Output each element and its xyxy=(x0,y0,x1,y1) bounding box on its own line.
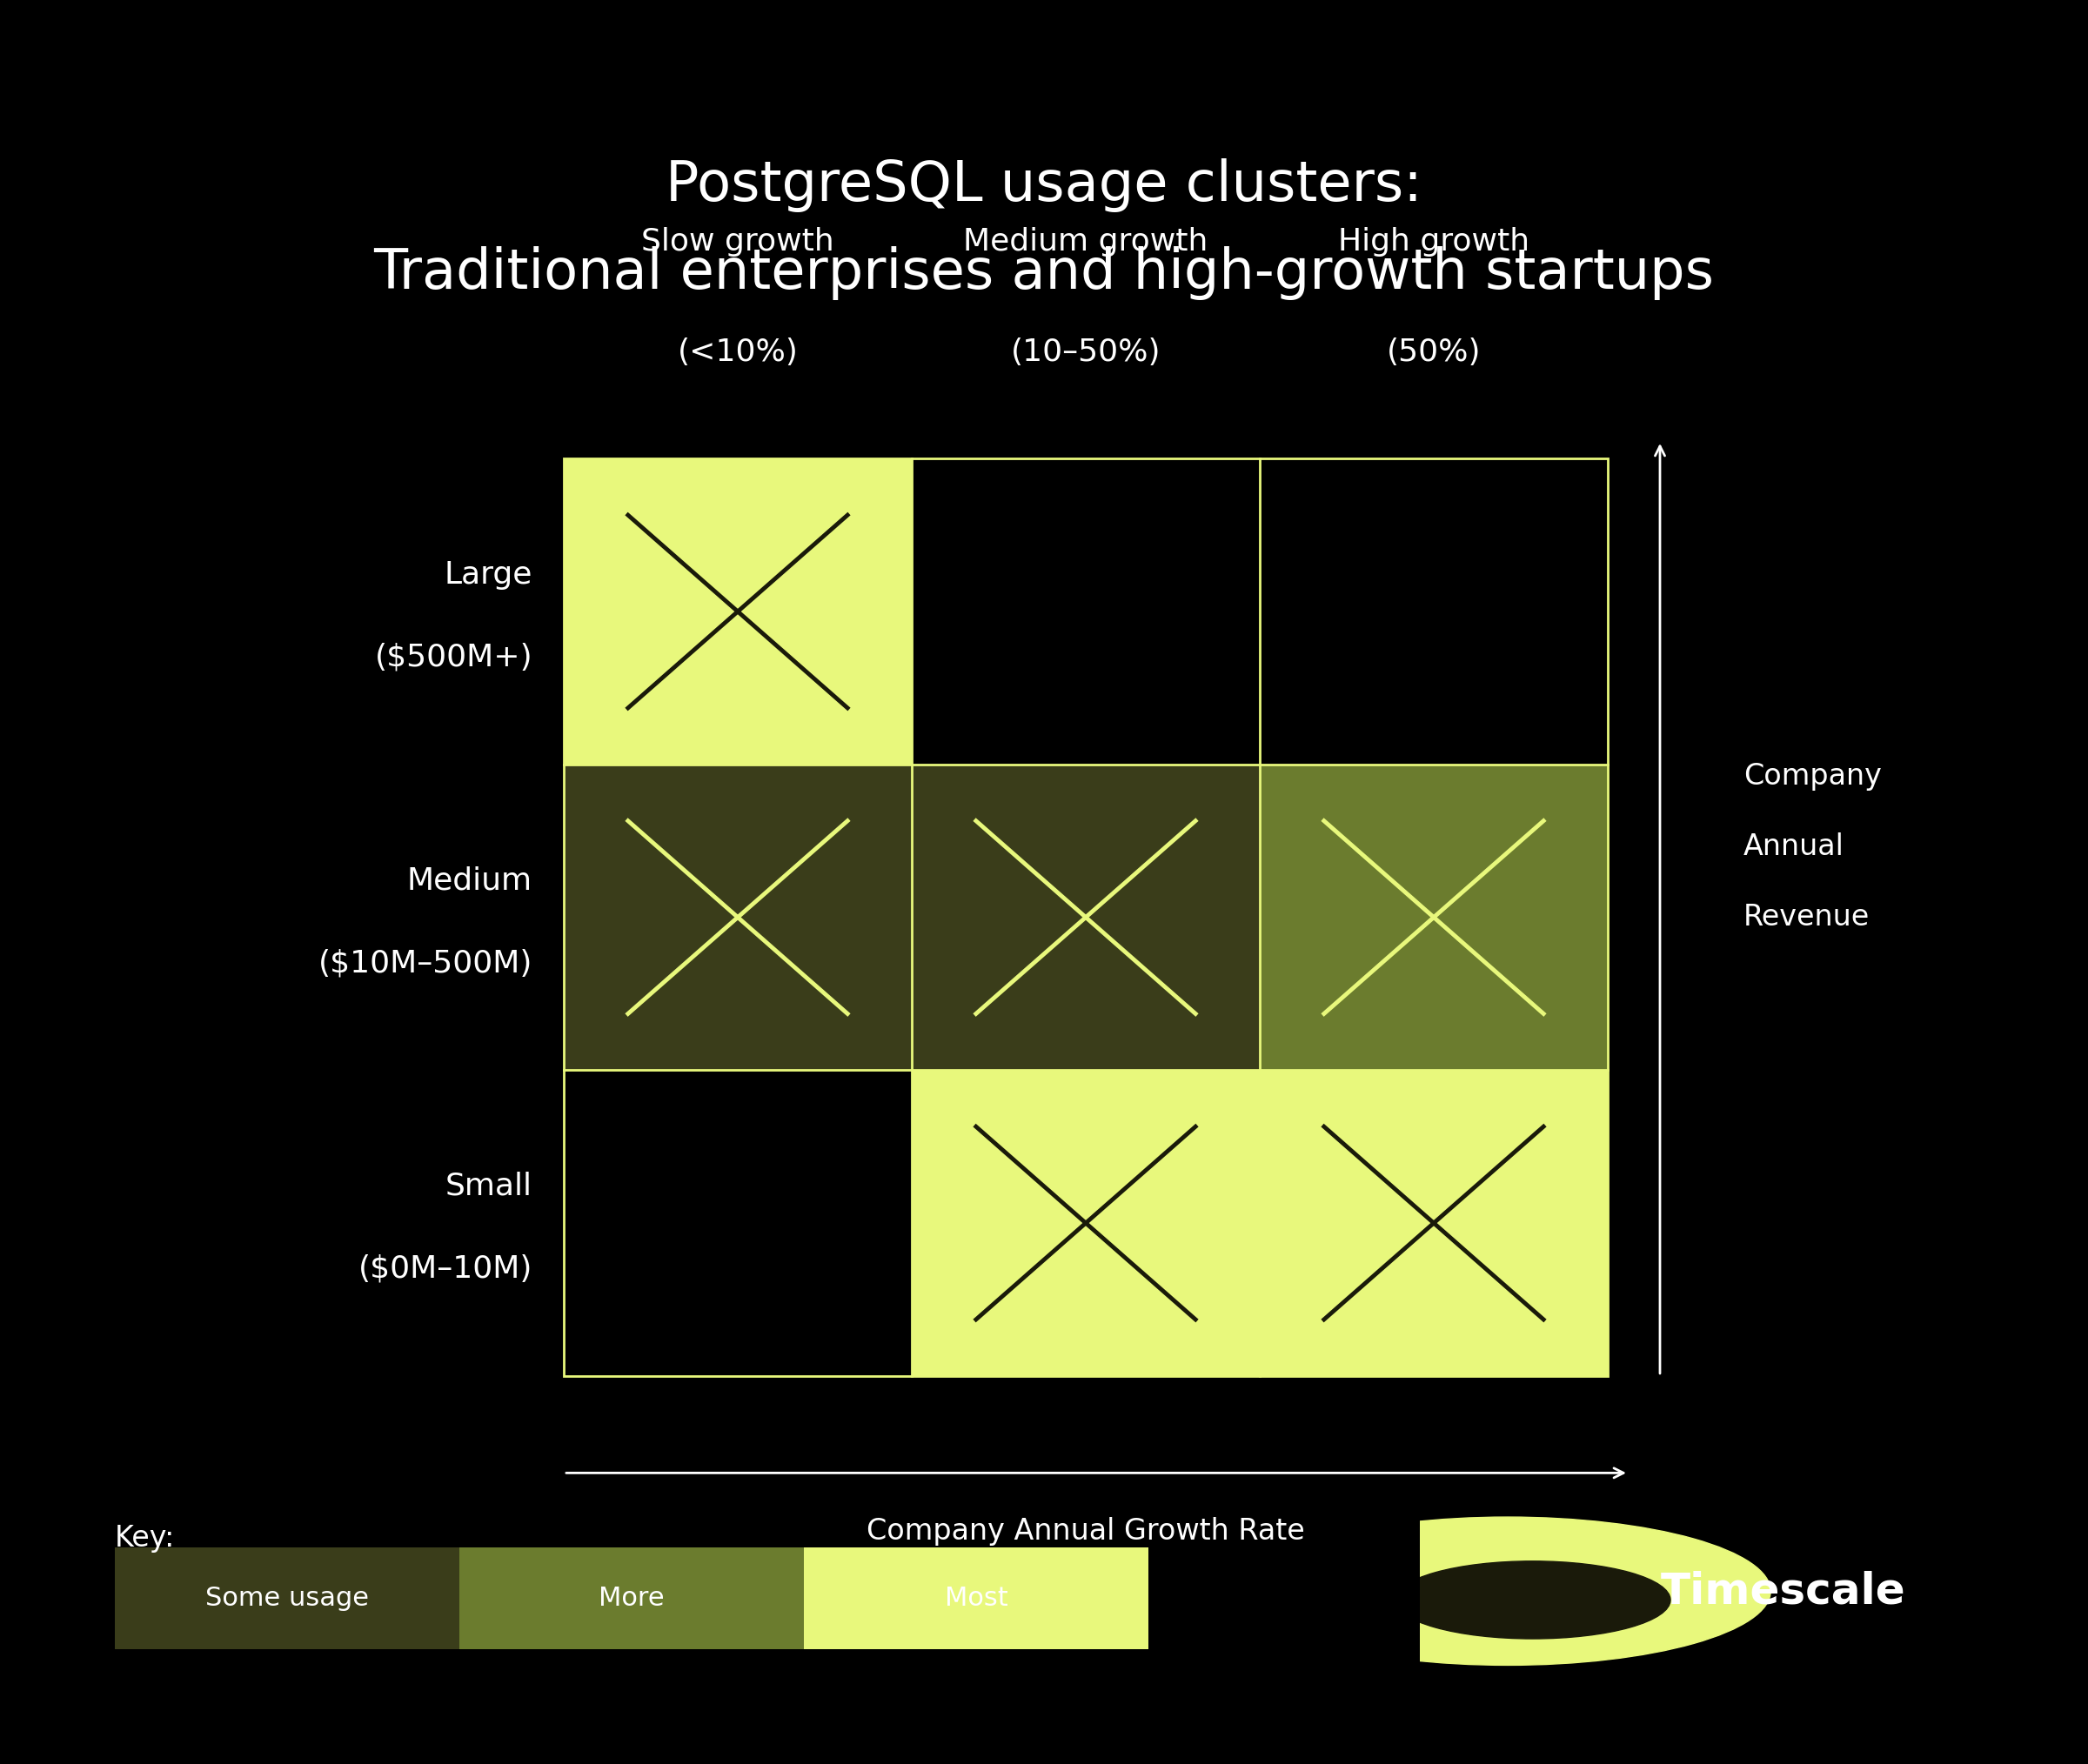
Bar xyxy=(912,764,1259,1071)
Text: (<10%): (<10%) xyxy=(677,337,798,367)
Bar xyxy=(1259,1071,1608,1376)
Text: Most: Most xyxy=(944,1586,1009,1611)
Bar xyxy=(1259,764,1608,1071)
Bar xyxy=(912,1071,1259,1376)
Bar xyxy=(564,459,912,764)
Text: (50%): (50%) xyxy=(1386,337,1480,367)
Circle shape xyxy=(1244,1517,1771,1665)
Text: Timescale: Timescale xyxy=(1660,1570,1906,1612)
Bar xyxy=(564,1071,912,1376)
Text: Large: Large xyxy=(445,559,532,589)
Text: ($500M+): ($500M+) xyxy=(374,642,532,672)
Text: Key:: Key: xyxy=(115,1524,175,1552)
Text: Company: Company xyxy=(1743,762,1881,790)
Text: Company Annual Growth Rate: Company Annual Growth Rate xyxy=(867,1517,1305,1545)
Bar xyxy=(459,1547,804,1649)
Text: Revenue: Revenue xyxy=(1743,903,1871,931)
Text: Medium: Medium xyxy=(407,866,532,896)
Text: ($10M–500M): ($10M–500M) xyxy=(317,949,532,977)
Text: High growth: High growth xyxy=(1338,228,1531,258)
Text: Slow growth: Slow growth xyxy=(641,228,835,258)
Text: Medium growth: Medium growth xyxy=(963,228,1209,258)
Bar xyxy=(804,1547,1148,1649)
Bar xyxy=(1259,459,1608,764)
Text: (10–50%): (10–50%) xyxy=(1011,337,1161,367)
Text: Some usage: Some usage xyxy=(205,1586,370,1611)
Bar xyxy=(564,764,912,1071)
Text: Annual: Annual xyxy=(1743,833,1844,861)
Text: Traditional enterprises and high-growth startups: Traditional enterprises and high-growth … xyxy=(374,247,1714,300)
Text: Small: Small xyxy=(445,1171,532,1201)
Bar xyxy=(912,459,1259,764)
Bar xyxy=(115,1547,459,1649)
Text: PostgreSQL usage clusters:: PostgreSQL usage clusters: xyxy=(666,159,1422,212)
Text: ($0M–10M): ($0M–10M) xyxy=(359,1254,532,1284)
Circle shape xyxy=(1395,1561,1670,1639)
Text: More: More xyxy=(599,1586,664,1611)
